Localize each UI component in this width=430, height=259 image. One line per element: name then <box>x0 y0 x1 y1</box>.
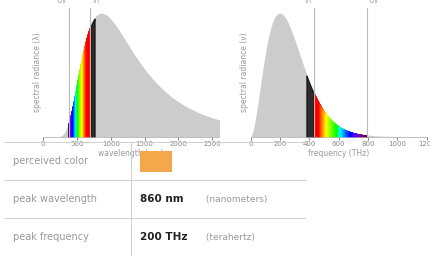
Text: 200 THz: 200 THz <box>140 232 187 242</box>
Text: UV: UV <box>56 0 67 5</box>
Text: (nanometers): (nanometers) <box>203 195 267 204</box>
Text: perceived color: perceived color <box>13 156 88 167</box>
Text: 860 nm: 860 nm <box>140 195 183 204</box>
X-axis label: wavelength (nm): wavelength (nm) <box>98 149 163 158</box>
Y-axis label: spectral radiance (λ): spectral radiance (λ) <box>33 33 42 112</box>
X-axis label: frequency (THz): frequency (THz) <box>307 149 369 158</box>
Text: IR: IR <box>92 0 100 5</box>
Text: peak frequency: peak frequency <box>13 232 89 242</box>
Text: IR: IR <box>304 0 312 5</box>
Bar <box>140 151 171 172</box>
Text: (terahertz): (terahertz) <box>203 233 255 242</box>
Text: UV: UV <box>367 0 378 5</box>
Y-axis label: spectral radiance (ν): spectral radiance (ν) <box>240 33 249 112</box>
Text: peak wavelength: peak wavelength <box>13 195 97 204</box>
